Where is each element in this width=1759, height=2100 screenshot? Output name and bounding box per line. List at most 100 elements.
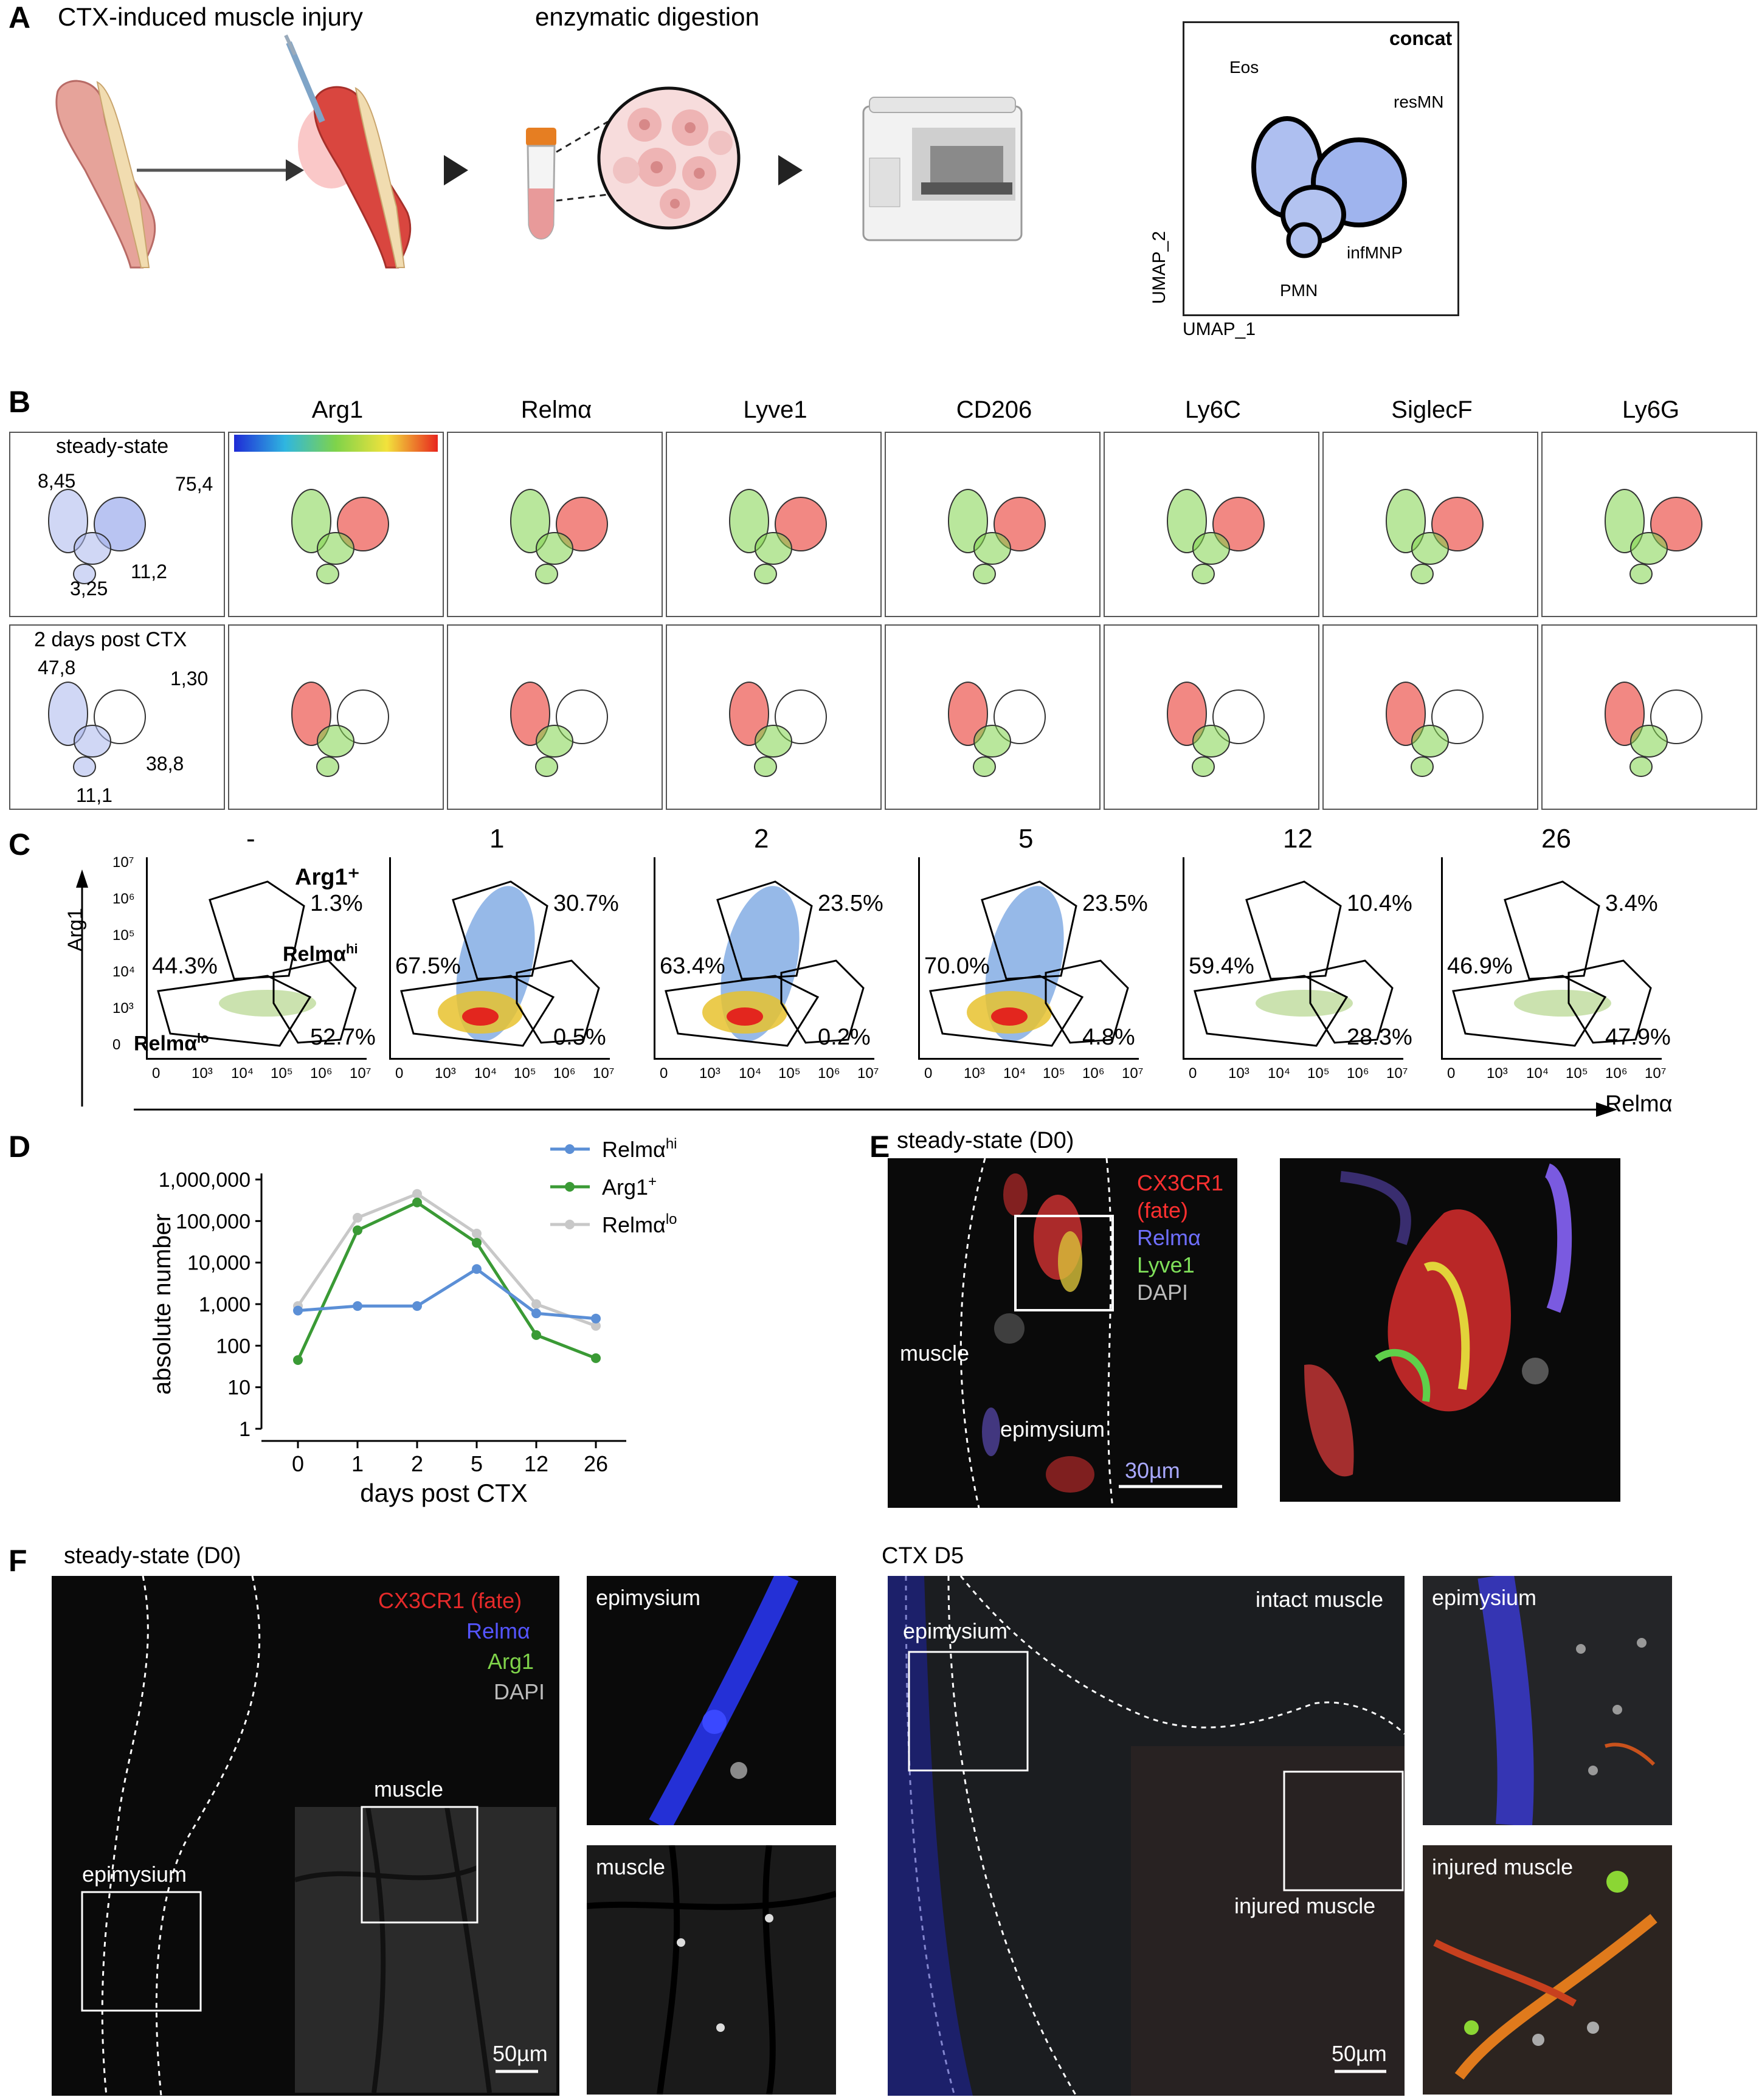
cluster-gate [1650, 689, 1702, 744]
data-point [353, 1212, 362, 1223]
flow-plot-gates [157, 880, 357, 1047]
f-inset-injured-muscle: injured muscle [1423, 1845, 1672, 2095]
gate [1567, 959, 1652, 1044]
e-legend-cx3cr1: CX3CR1 [1137, 1170, 1224, 1195]
y-tick: 10⁴ [112, 964, 136, 980]
umap-panel [885, 432, 1101, 617]
y-tick-label: 100 [216, 1335, 251, 1358]
gate-lo-percent: 67.5% [395, 953, 461, 979]
f-left-label-muscle: muscle [374, 1777, 444, 1801]
flow-plot-frame [918, 857, 1139, 1060]
cluster-gate [973, 756, 996, 777]
cluster-gate [73, 564, 96, 584]
f-label-intact-muscle: intact muscle [1256, 1587, 1384, 1612]
freq-infmnp-steady: 11,2 [131, 561, 167, 582]
cluster-gate [754, 756, 777, 777]
gate-lo-percent: 70.0% [924, 953, 990, 979]
cluster-gate [337, 689, 389, 744]
gate [780, 959, 865, 1044]
x-tick: 10⁷ [350, 1065, 371, 1082]
x-tick: 0 [1447, 1065, 1456, 1082]
cluster-gate [1192, 756, 1215, 777]
gate [1504, 880, 1600, 980]
cluster-gate [48, 682, 88, 746]
x-tick: 0 [1189, 1065, 1197, 1082]
f-inset-epimysium-label: epimysium [596, 1585, 701, 1610]
y-tick: 10⁵ [112, 927, 135, 944]
umap-ylabel: UMAP_2 [1149, 230, 1169, 304]
x-tick-label: 2 [411, 1451, 423, 1476]
cluster-label-infmnp: infMNP [1347, 243, 1403, 262]
umap-panel [447, 624, 663, 810]
cluster-gate [317, 725, 354, 758]
data-point [531, 1299, 541, 1309]
gate-arg1-percent: 10.4% [1347, 891, 1412, 916]
f-inset-injured-muscle-label: injured muscle [1432, 1854, 1574, 1879]
c-yaxis-arrow [76, 869, 88, 1107]
umap-panel [1541, 624, 1757, 810]
data-point [472, 1228, 482, 1238]
f-inset-epimysium: epimysium [587, 1576, 836, 1825]
e-legend-lyve1: Lyve1 [1137, 1252, 1195, 1277]
e-legend-fate: (fate) [1137, 1198, 1189, 1223]
flow-plot-frame [389, 857, 610, 1060]
cluster-gate [73, 756, 96, 777]
cluster-gate [556, 497, 608, 551]
flow-plot-frame [654, 857, 874, 1060]
y-tick-label: 100,000 [176, 1210, 251, 1233]
x-tick: 10⁵ [514, 1065, 536, 1082]
gate [665, 975, 820, 1047]
leg-illustration [55, 80, 156, 269]
cluster-gate [1431, 497, 1484, 551]
cluster-gate [1650, 497, 1702, 551]
x-tick: 10⁵ [271, 1065, 293, 1082]
x-tick: 10³ [435, 1065, 456, 1082]
gate [1194, 975, 1349, 1047]
umap-panel [666, 432, 882, 617]
cluster-gate [994, 689, 1046, 744]
event-density [1514, 990, 1611, 1017]
umap-clusters [1251, 116, 1407, 258]
umap-panel [1104, 432, 1319, 617]
gate-hi-percent: 0.2% [818, 1024, 871, 1050]
x-tick: 10⁶ [818, 1065, 840, 1082]
umap-panel [228, 624, 444, 810]
x-axis-title: days post CTX [360, 1479, 527, 1507]
x-tick: 10⁵ [778, 1065, 801, 1082]
x-tick-label: 0 [292, 1451, 304, 1476]
flow-plot-gates [400, 880, 600, 1047]
data-point [412, 1301, 422, 1311]
series-line [296, 1200, 596, 1361]
x-tick: 10³ [964, 1065, 985, 1082]
gate [1245, 880, 1342, 980]
event-density-peak [991, 1007, 1028, 1026]
cluster-gate [1192, 564, 1215, 584]
freq-resmn-steady: 75,4 [175, 473, 213, 495]
umap-xlabel: UMAP_1 [1183, 319, 1256, 339]
cluster-gate [1167, 682, 1207, 746]
umap-panel [1322, 432, 1538, 617]
cluster-gate [74, 532, 111, 565]
panel-label-f: F [9, 1544, 27, 1578]
freq-pmn-2d: 11,1 [76, 784, 112, 806]
plot-title: 5 [1018, 824, 1034, 854]
f-left-label-epimysium: epimysium [82, 1862, 187, 1887]
cluster-gate [316, 756, 339, 777]
x-tick: 0 [152, 1065, 161, 1082]
gate-lo-percent: 44.3% [152, 953, 218, 979]
freq-pmn-steady: 3,25 [70, 578, 108, 599]
data-point [353, 1301, 362, 1311]
legend-entry: Relmαlo [602, 1211, 677, 1237]
gate [1045, 959, 1129, 1044]
data-point [591, 1353, 601, 1363]
panel-label-d: D [9, 1130, 31, 1164]
f-ctx-micrograph: epimysium intact muscle injured muscle 5… [888, 1576, 1405, 2096]
f-scale-bar-label-2: 50µm [1332, 2041, 1387, 2066]
cluster-gate [337, 497, 389, 551]
f-legend-relma: Relmα [466, 1618, 530, 1643]
gate [157, 975, 312, 1047]
y-tick-label: 1 [239, 1418, 251, 1441]
marker-header: Ly6G [1622, 396, 1680, 423]
cluster-gate [1386, 489, 1426, 553]
